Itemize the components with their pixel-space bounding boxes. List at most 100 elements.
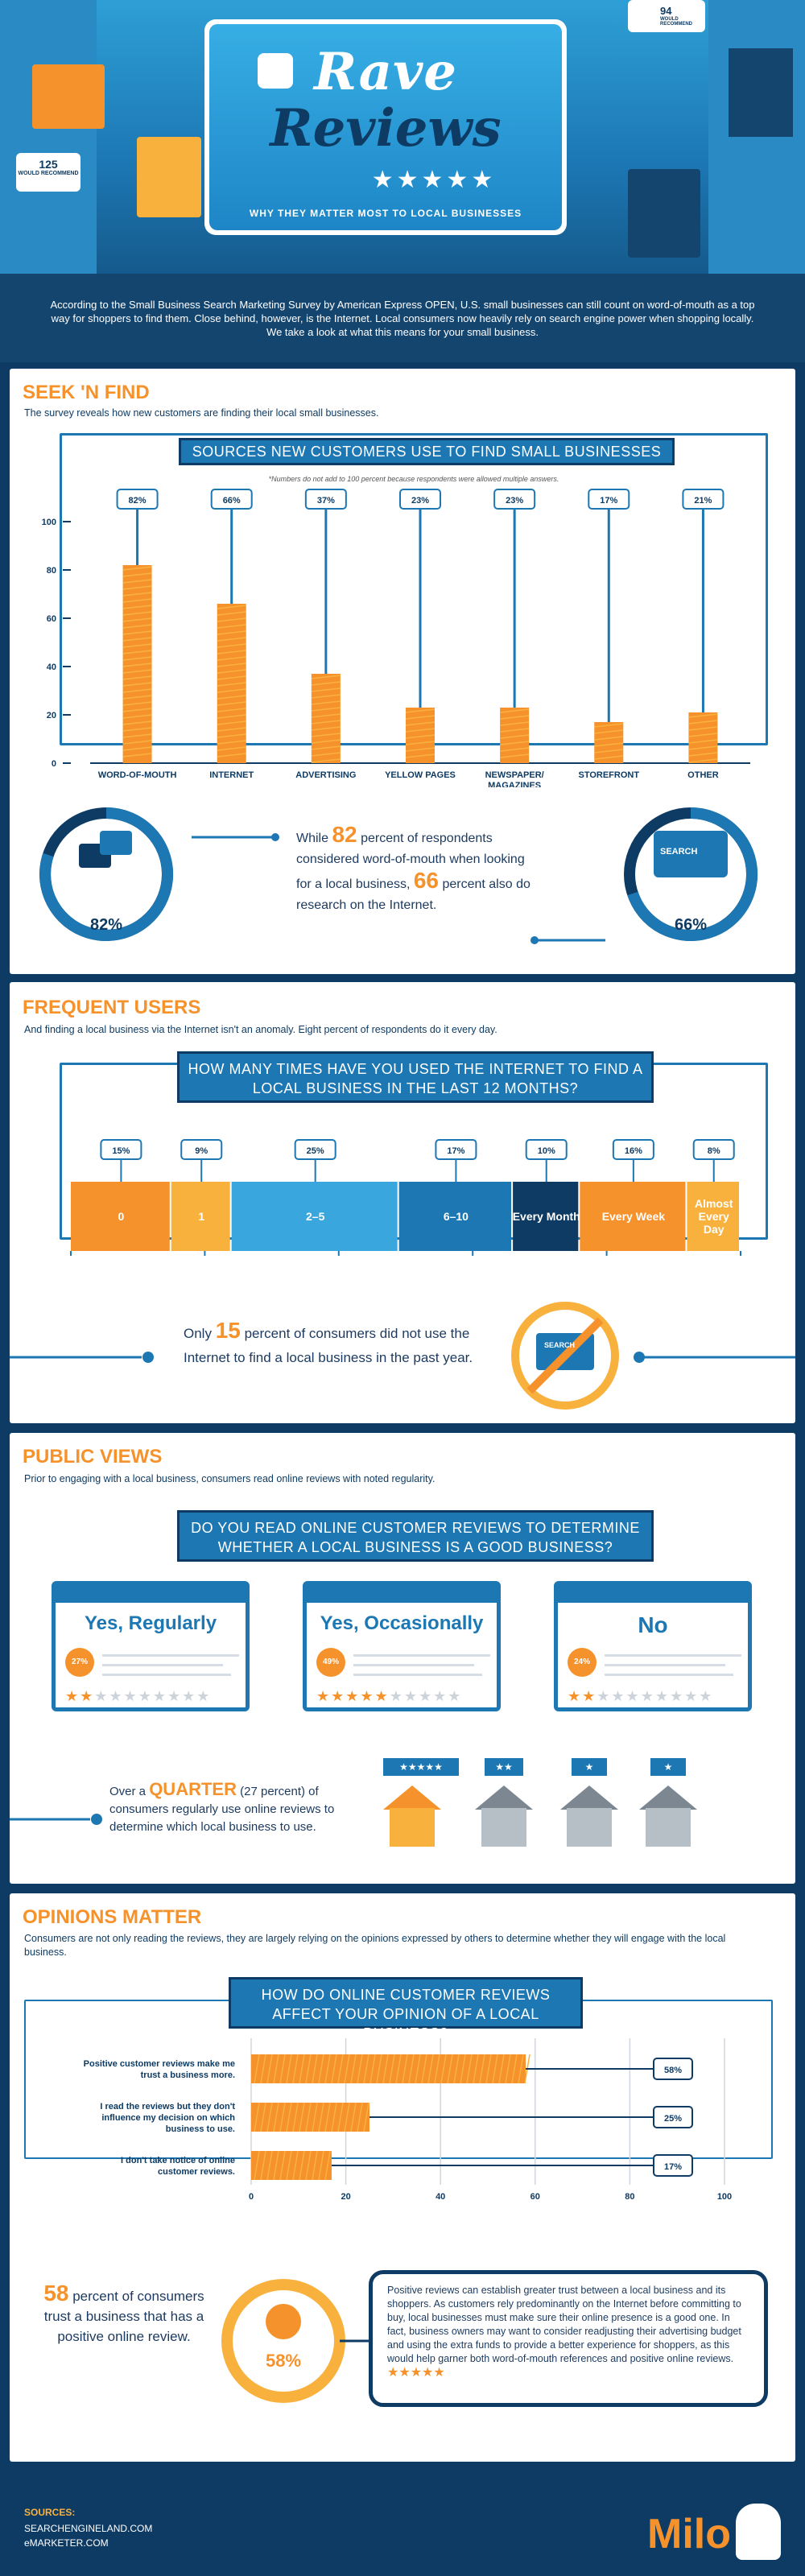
hero-bubble2-text: WOULD RECOMMEND bbox=[660, 17, 692, 27]
bar-hatch bbox=[122, 579, 152, 584]
bar-data-label: 58% bbox=[664, 2066, 682, 2075]
segment-label-box bbox=[294, 1139, 336, 1160]
frequent-chart-title: HOW MANY TIMES HAVE YOU USED THE INTERNE… bbox=[177, 1051, 654, 1103]
bar-hatch bbox=[688, 739, 718, 744]
hero-bubble-count: 125 bbox=[39, 158, 58, 171]
bar-hatch bbox=[217, 643, 246, 648]
bar-hatch bbox=[217, 682, 246, 687]
x-tick-label: 80 bbox=[625, 2192, 634, 2199]
bar-label-box bbox=[493, 489, 536, 510]
bar-hatch bbox=[318, 2102, 324, 2132]
segment-category-label: Day bbox=[704, 1223, 724, 1236]
ring-66-fill bbox=[627, 807, 758, 941]
y-tick-label: 0 bbox=[52, 759, 56, 769]
y-tick-label: 40 bbox=[47, 663, 56, 672]
bar-hatch bbox=[217, 675, 246, 680]
bar-hatch bbox=[337, 2054, 344, 2084]
bar-hatch bbox=[311, 745, 341, 750]
y-category-label: I read the reviews but they don't bbox=[100, 2102, 235, 2112]
bar-hatch bbox=[299, 2054, 305, 2084]
bar-hatch bbox=[217, 720, 246, 725]
source-link-1[interactable]: SEARCHENGINELAND.COM bbox=[24, 2523, 153, 2534]
ring-66-label: 66% bbox=[674, 916, 708, 934]
public-stat-text: Over a QUARTER (27 percent) of consumers… bbox=[109, 1779, 335, 1835]
x-tick-label: ADVERTISING bbox=[295, 770, 356, 780]
bar-hatch bbox=[421, 2054, 427, 2084]
bar-hatch bbox=[415, 2054, 421, 2084]
x-tick-label: STOREFRONT bbox=[578, 770, 639, 780]
y-tick-label: 80 bbox=[47, 566, 56, 576]
bar-hatch bbox=[122, 753, 152, 758]
bar-hatch bbox=[688, 726, 718, 731]
segment bbox=[687, 1182, 739, 1251]
bar-hatch bbox=[331, 2054, 337, 2084]
bar-hatch bbox=[594, 755, 624, 760]
frequency-stacked-bar-chart: 15% 0 9% 1 25% 2–5 17% 6–10 10% Every Month 16% Eve… bbox=[70, 1139, 741, 1256]
public-panel: PUBLIC VIEWS Prior to engaging with a lo… bbox=[10, 1433, 795, 1884]
bar-hatch bbox=[273, 2150, 279, 2181]
x-tick-label: 100 bbox=[717, 2192, 732, 2199]
bar-hatch bbox=[122, 675, 152, 680]
bar-hatch bbox=[122, 688, 152, 693]
bar-hatch bbox=[266, 2054, 273, 2084]
segment bbox=[513, 1182, 579, 1251]
bar-hatch bbox=[405, 734, 436, 739]
opinions-title: OPINIONS MATTER bbox=[23, 1906, 202, 1928]
opinions-desc: Consumers are not only reading the revie… bbox=[24, 1933, 726, 1958]
bar-data-label: 66% bbox=[223, 496, 241, 506]
bar-hatch bbox=[500, 747, 530, 752]
bar-hatch bbox=[122, 727, 152, 732]
bar-hatch bbox=[500, 753, 530, 758]
bar-hatch bbox=[122, 630, 152, 635]
bar-hatch bbox=[376, 2054, 382, 2084]
house-sign: ★★ bbox=[485, 1758, 523, 1776]
bar-hatch bbox=[260, 2054, 266, 2084]
bar-hatch bbox=[312, 2150, 318, 2181]
house-gray-icon bbox=[639, 1785, 697, 1847]
bar-hatch bbox=[312, 2054, 318, 2084]
bar-hatch bbox=[405, 741, 436, 745]
source-link-2[interactable]: eMARKETER.COM bbox=[24, 2537, 109, 2549]
bar-data-label: 21% bbox=[694, 496, 712, 506]
bar-data-label: 25% bbox=[664, 2114, 682, 2124]
sources-bar-chart: 0 20 40 60 80 100 82% WORD-OF-MOUTH 66% INTERNET 3… bbox=[42, 489, 750, 787]
bar-hatch bbox=[122, 682, 152, 687]
segment-data-label: 25% bbox=[307, 1146, 324, 1156]
bar-hatch bbox=[311, 739, 341, 744]
bar-hatch bbox=[217, 753, 246, 758]
opinions-chart-title: HOW DO ONLINE CUSTOMER REVIEWS AFFECT YO… bbox=[229, 1977, 583, 2041]
bar-hatch bbox=[254, 2102, 260, 2132]
bar-hatch bbox=[311, 720, 341, 724]
seek-rings bbox=[39, 807, 758, 944]
public-banner: DO YOU READ ONLINE CUSTOMER REVIEWS TO D… bbox=[177, 1510, 654, 1562]
bar-hatch bbox=[518, 2054, 524, 2084]
bar-hatch bbox=[122, 650, 152, 654]
bar-hatch bbox=[122, 566, 152, 571]
x-tick-label: OTHER bbox=[687, 770, 719, 780]
bar-hatch bbox=[324, 2054, 331, 2084]
public-desc: Prior to engaging with a local business,… bbox=[24, 1473, 436, 1484]
segment-label-box bbox=[100, 1139, 142, 1160]
bar-hatch bbox=[279, 2054, 286, 2084]
segment-data-label: 10% bbox=[538, 1146, 555, 1156]
bar-hatch bbox=[217, 617, 246, 622]
bar-hatch bbox=[122, 585, 152, 590]
bar-hatch bbox=[466, 2054, 473, 2084]
bar-hatch bbox=[405, 753, 436, 758]
bar-hatch bbox=[594, 729, 624, 734]
bar-hatch bbox=[434, 2054, 440, 2084]
bar-hatch bbox=[688, 733, 718, 737]
bar-hatch bbox=[122, 714, 152, 719]
thumbs-up-icon bbox=[266, 2304, 301, 2339]
bar-hatch bbox=[311, 758, 341, 763]
x-tick-label: WORD-OF-MOUTH bbox=[98, 770, 177, 780]
bar-hatch bbox=[217, 663, 246, 667]
bar-data-label: 37% bbox=[317, 496, 335, 506]
bar-hatch bbox=[122, 572, 152, 577]
bar-hatch bbox=[594, 723, 624, 728]
bar-hatch bbox=[402, 2054, 408, 2084]
bar-hatch bbox=[305, 2102, 312, 2132]
bar-hatch bbox=[405, 721, 436, 726]
bar-hatch bbox=[305, 2054, 312, 2084]
bar-hatch bbox=[217, 714, 246, 719]
